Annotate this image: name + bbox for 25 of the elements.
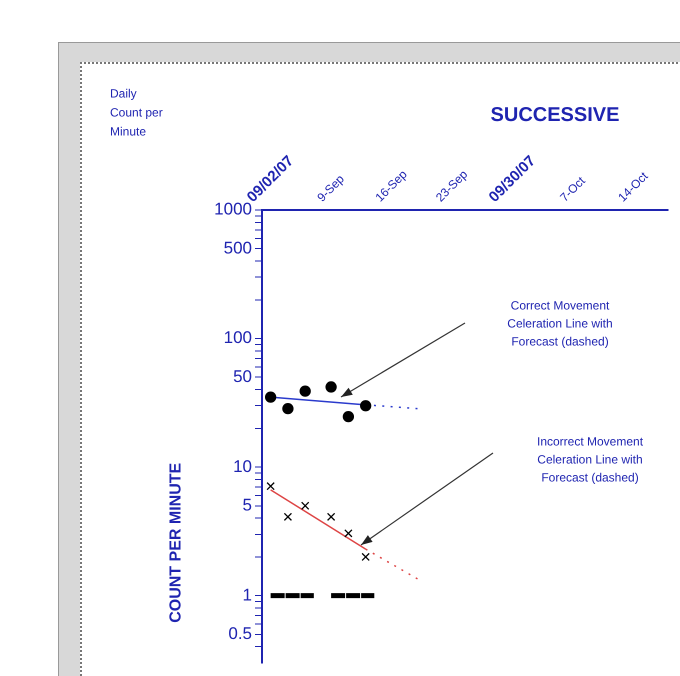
point [266,482,275,490]
annotation: Incorrect Movement Celeration Line with Forecast (dashed) [536,434,644,484]
y-tick-label: 5 [242,495,252,514]
y-tick-label: 1000 [214,200,252,219]
y-tick-label: 500 [224,238,252,258]
point [326,512,336,522]
point [360,400,372,412]
y-tick-label: 100 [224,328,252,348]
point [300,385,311,397]
y-tick-label: 0.5 [228,624,252,643]
y-tick-label: 10 [233,456,252,476]
point [344,529,353,538]
y-tick-label: 1 [242,585,252,604]
chart-title: SUCCESSIVE [490,104,620,126]
point [361,552,370,562]
point [342,410,354,422]
point [301,502,310,510]
point [282,402,294,414]
y-axis-title: COUNT PER MINUTE [167,462,184,623]
point [325,381,337,393]
annotation: Correct Movement Celeration Line with Forecast (dashed) [507,298,613,348]
y-tick-label: 50 [233,366,252,386]
text: Daily Count per Minute [110,86,163,138]
point [264,391,276,403]
point [284,512,292,522]
